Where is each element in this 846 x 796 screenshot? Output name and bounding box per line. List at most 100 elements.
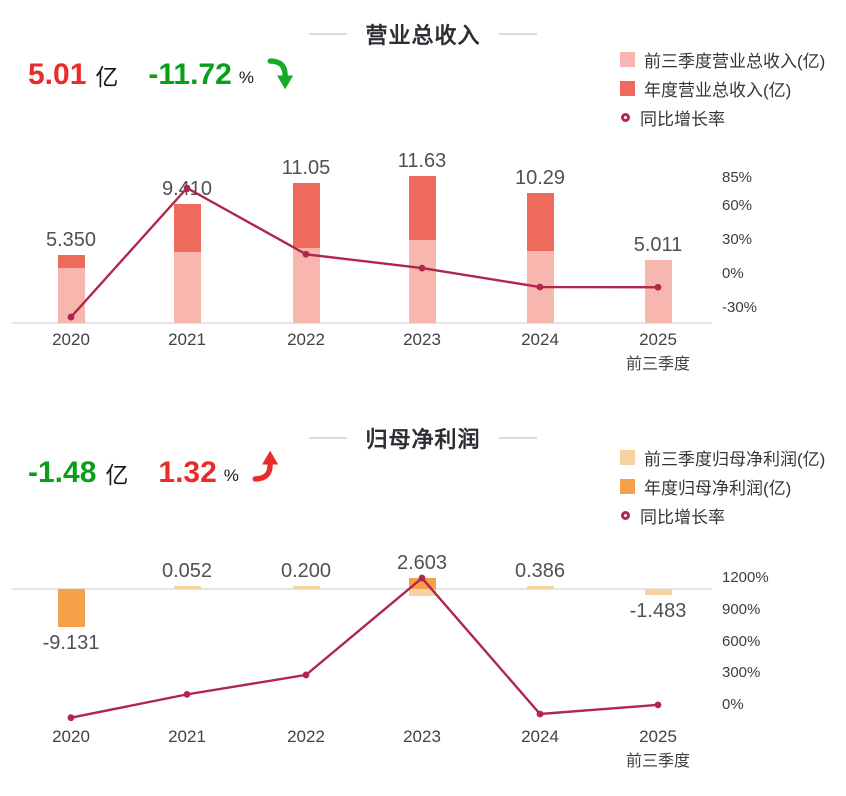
q3-bar: [173, 252, 201, 323]
q3-bar: [526, 586, 554, 589]
y2-axis-tick: 1200%: [722, 569, 769, 587]
x-axis-label: 2024: [521, 330, 559, 349]
legend-label: 年度归母净利润(亿): [644, 478, 792, 498]
revenue-stat-unit: 亿: [95, 63, 119, 90]
growth-ring-icon: [621, 112, 630, 122]
title-dash-right: [498, 33, 537, 35]
profit-stat-change: 1.32: [158, 455, 217, 489]
legend-item-growth[interactable]: 同比增长率: [620, 504, 825, 527]
revenue-chart: 5.350 9.410 11.05 11.63 10.29 5.011 2020 2021 20…: [12, 149, 758, 373]
y2-axis-tick: -30%: [722, 298, 758, 316]
y2-axis-tick: 300%: [722, 664, 761, 682]
profit-stats: -1.48 亿 1.32 %: [28, 449, 285, 494]
q3-bar: [292, 247, 320, 323]
x-axis-sublabel: 前三季度: [625, 356, 690, 373]
legend-item-q3[interactable]: 前三季度归母净利润(亿): [620, 446, 826, 469]
y2-axis-tick: 85%: [722, 168, 753, 186]
revenue-section: 营业总收入 5.01 亿 -11.72 % 前三季度营业总收入(亿) 年度营业总收…: [0, 18, 846, 373]
growth-point: [654, 701, 662, 709]
profit-title-row: 归母净利润: [0, 422, 846, 454]
x-axis-line: [12, 588, 712, 590]
bar-value-label: 5.011: [633, 233, 683, 256]
legend-label: 年度营业总收入(亿): [644, 80, 792, 100]
growth-ring-icon: [621, 510, 630, 520]
x-axis-label: 2022: [287, 330, 325, 349]
x-axis-label: 2023: [403, 330, 441, 349]
revenue-stats: 5.01 亿 -11.72 %: [28, 53, 300, 96]
bar-value-label: 11.63: [397, 149, 447, 172]
profit-section: 归母净利润 -1.48 亿 1.32 % 前三季度归母净利润(亿) 年度归母净利润…: [0, 398, 846, 796]
profit-chart: -9.131 0.052 0.200 2.603 0.386 -1.483 2020 2021…: [0, 398, 846, 796]
legend-item-annual[interactable]: 年度归母净利润(亿): [620, 475, 825, 498]
q3-bar: [644, 589, 672, 596]
q3-bar: [408, 589, 436, 597]
q3-swatch-icon: [620, 51, 635, 67]
q3-bar: [408, 240, 436, 323]
x-axis-label: 2020: [52, 727, 90, 746]
revenue-title-row: 营业总收入: [0, 18, 846, 50]
legend-item-growth[interactable]: 同比增长率: [620, 106, 825, 129]
growth-line: [70, 576, 659, 719]
growth-line: [70, 186, 659, 318]
legend-label: 同比增长率: [640, 109, 725, 129]
bar-value-label: 11.05: [281, 157, 331, 180]
legend-label: 前三季度归母净利润(亿): [644, 449, 826, 469]
profit-stat-change-unit: %: [223, 465, 239, 485]
title-dash-right: [498, 437, 537, 439]
bar-value-label: -1.483: [629, 600, 687, 623]
y2-axis-tick: 30%: [722, 231, 753, 248]
q3-bar: [644, 259, 672, 323]
bar-value-label: 0.052: [161, 560, 213, 582]
bar-value-label: 5.350: [45, 229, 97, 252]
y2-axis-tick: 60%: [722, 197, 753, 214]
q3-bar: [57, 268, 85, 323]
annual-bar: [57, 589, 85, 627]
bar-value-label: 0.200: [280, 560, 332, 582]
revenue-stat-value: 5.01: [28, 57, 87, 91]
x-axis-label: 2022: [287, 727, 325, 746]
bar-value-label: 2.603: [396, 552, 448, 575]
growth-point: [536, 710, 544, 718]
x-axis-sublabel: 前三季度: [625, 753, 690, 770]
trend-up-arrow-icon: [251, 449, 285, 494]
revenue-stat-change: -11.72: [148, 57, 232, 91]
annual-bar: [408, 578, 436, 589]
q3-swatch-icon: [620, 449, 635, 465]
x-axis-line: [12, 322, 712, 324]
q3-bar: [173, 586, 201, 589]
legend-label: 前三季度营业总收入(亿): [644, 51, 826, 71]
profit-stat-value: -1.48: [28, 455, 97, 489]
q3-bar: [292, 586, 320, 589]
legend-item-q3[interactable]: 前三季度营业总收入(亿): [620, 48, 826, 71]
annual-swatch-icon: [620, 478, 635, 494]
x-axis-label: 2023: [403, 727, 441, 746]
x-axis-label: 2024: [521, 727, 559, 746]
x-axis-label: 2025: [639, 330, 677, 349]
trend-down-arrow-icon: [266, 51, 300, 96]
x-axis-label: 2021: [168, 727, 206, 746]
profit-stat-unit: 亿: [105, 461, 129, 488]
y2-axis-tick: 600%: [722, 632, 761, 650]
bar-value-label: 0.386: [514, 560, 566, 582]
title-dash-left: [309, 437, 348, 439]
bar-value-label: 9.410: [161, 178, 213, 201]
y2-axis-tick: 0%: [722, 696, 744, 713]
y2-axis-tick: 900%: [722, 600, 761, 618]
annual-swatch-icon: [620, 80, 635, 96]
revenue-legend: 前三季度营业总收入(亿) 年度营业总收入(亿) 同比增长率: [620, 48, 825, 135]
x-axis-label: 2020: [52, 330, 90, 349]
legend-label: 同比增长率: [640, 507, 725, 527]
x-axis-label: 2025: [639, 727, 677, 746]
growth-point: [183, 690, 191, 698]
revenue-title: 营业总收入: [365, 23, 481, 48]
profit-title: 归母净利润: [365, 427, 481, 452]
bar-value-label: 10.29: [514, 166, 566, 189]
legend-item-annual[interactable]: 年度营业总收入(亿): [620, 77, 825, 100]
q3-bar: [526, 251, 554, 323]
revenue-stat-change-unit: %: [238, 67, 254, 87]
bar-value-label: -9.131: [42, 632, 100, 654]
growth-point: [67, 714, 75, 722]
x-axis-label: 2021: [168, 330, 206, 349]
profit-legend: 前三季度归母净利润(亿) 年度归母净利润(亿) 同比增长率: [620, 446, 825, 533]
